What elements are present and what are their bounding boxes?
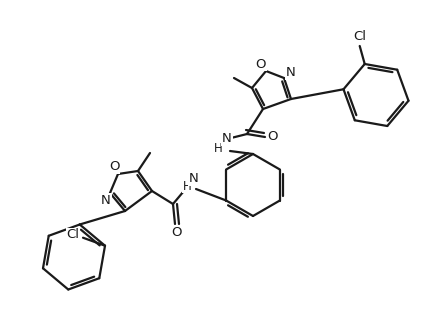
Text: N: N	[189, 173, 199, 186]
Text: N: N	[286, 66, 296, 79]
Text: O: O	[109, 160, 119, 174]
Text: O: O	[256, 57, 266, 70]
Text: N: N	[101, 194, 111, 206]
Text: Cl: Cl	[67, 228, 80, 241]
Text: O: O	[172, 226, 182, 239]
Text: H: H	[214, 142, 222, 154]
Text: H: H	[183, 180, 191, 192]
Text: Cl: Cl	[353, 31, 366, 43]
Text: N: N	[222, 132, 232, 145]
Text: O: O	[268, 130, 278, 143]
